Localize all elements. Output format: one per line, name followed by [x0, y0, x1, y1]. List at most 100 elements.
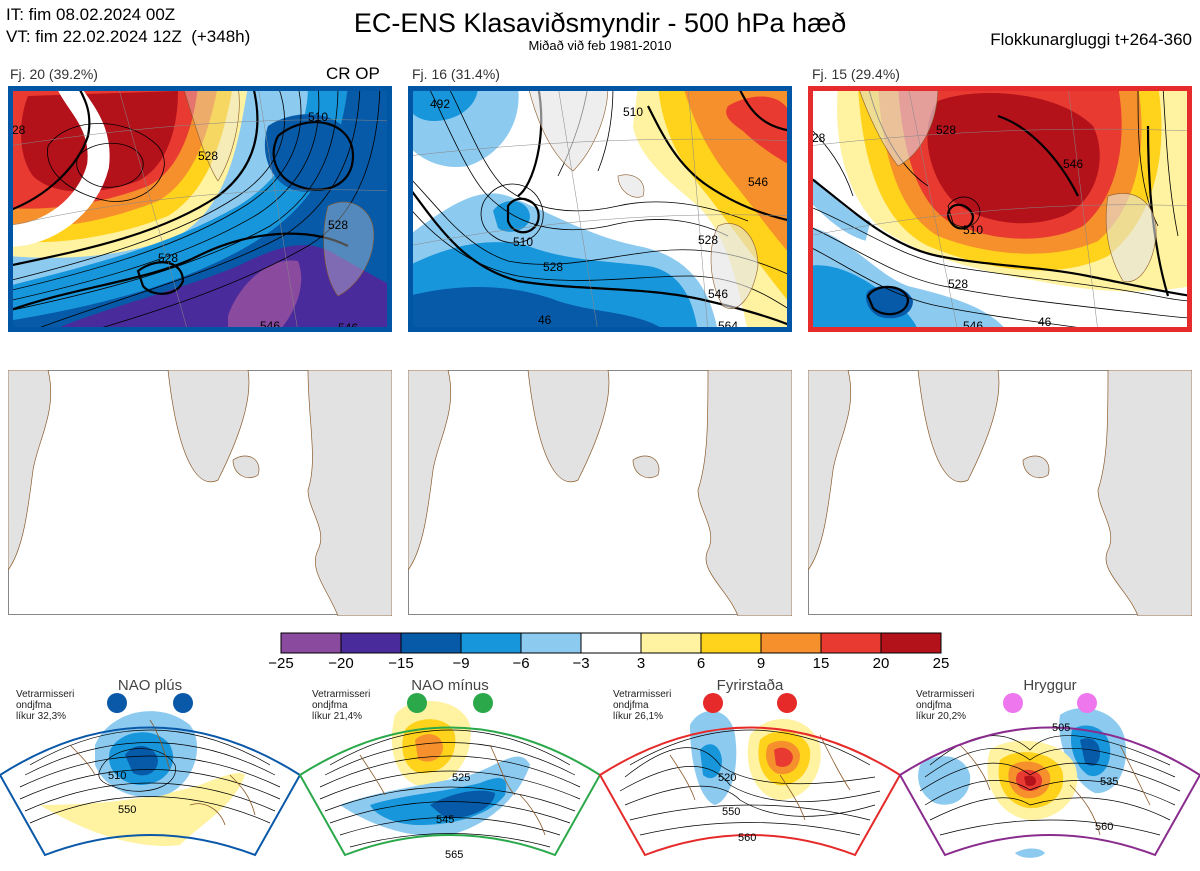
cluster-3-map: 528 546 510 528 546 46 28 [808, 86, 1192, 332]
colorbar-tick-label: 6 [696, 655, 706, 672]
cluster-1-label: Fj. 20 (39.2%) [10, 66, 98, 82]
regime-3-dot [777, 693, 797, 713]
colorbar-tick-label: 20 [872, 655, 890, 672]
regime-3-contour-label: 520 [718, 772, 736, 784]
regime-2-dot [473, 693, 493, 713]
cluster-1-contour-label: 528 [328, 218, 348, 232]
colorbar-swatch [880, 632, 942, 654]
cluster-3-contour-label: 46 [1038, 315, 1052, 329]
regime-3-contour-label: 560 [738, 832, 756, 844]
cluster-2-contour-label: 510 [623, 105, 643, 119]
regime-4-contour-label: 505 [1052, 722, 1070, 734]
regime-row: 510 550 525 545 56 [0, 675, 1200, 871]
cluster-1-tag: CR OP [326, 64, 380, 83]
colorbar-tick-label: −6 [512, 655, 530, 672]
regime-2-map: 525 545 565 [298, 693, 602, 861]
page-subtitle: Miðað við feb 1981-2010 [528, 38, 672, 53]
classification-window: Flokkunargluggi t+264-360 [990, 30, 1192, 49]
colorbar-tick-labels: −25 −20 −15 −9 −6 −3 3 6 9 15 20 25 [268, 654, 949, 674]
colorbar-swatch [700, 632, 762, 654]
regime-3-title: Fyrirstaða [716, 677, 784, 694]
cluster-2-contour-label: 510 [513, 235, 533, 249]
empty-map-1 [8, 370, 392, 616]
regime-4-dot [1003, 693, 1023, 713]
cluster-1-contour-label: 546 [338, 321, 358, 332]
colorbar-tick-label: −25 [268, 655, 294, 672]
regime-4-map: 505 535 560 [898, 693, 1200, 858]
colorbar-swatch [820, 632, 882, 654]
regime-maps: 510 550 525 545 56 [0, 693, 1200, 861]
regime-1-dot [173, 693, 193, 713]
cluster-2-contour-label: 46 [538, 313, 552, 327]
colorbar-tick-label: −15 [388, 655, 414, 672]
colorbar-tick-label: −9 [452, 655, 470, 672]
colorbar-swatch [640, 632, 702, 654]
regime-4-contour-label: 560 [1095, 821, 1113, 833]
colorbar-swatch [400, 632, 462, 654]
regime-3-dot [703, 693, 723, 713]
regime-4-note: Vetrarmisseri ondjfma líkur 20,2% [916, 689, 975, 722]
cluster-3-contour-label: 528 [936, 123, 956, 137]
regime-1-contour-label: 510 [108, 770, 126, 782]
colorbar: −25 −20 −15 −9 −6 −3 3 6 9 15 20 25 [268, 632, 949, 674]
cluster-3-contour-label: 510 [963, 223, 983, 237]
initial-time: IT: fim 08.02.2024 00Z [6, 5, 176, 24]
regime-2-contour-label: 565 [445, 849, 463, 861]
colorbar-tick-label: −3 [572, 655, 590, 672]
cluster-3-field: 528 546 510 528 546 46 28 [808, 86, 1192, 332]
cluster-3-contour-label: 28 [812, 131, 826, 145]
page-title: EC-ENS Klasaviðsmyndir - 500 hPa hæð [353, 8, 847, 38]
cluster-2-contour-label: 528 [543, 260, 563, 274]
regime-1-title: NAO plús [117, 677, 183, 694]
colorbar-swatch [580, 632, 642, 654]
cluster-2-map: 492 510 510 528 528 546 46 564 546 [408, 86, 792, 332]
empty-map-2 [408, 370, 792, 616]
regime-4-title: Hryggur [1023, 677, 1077, 694]
cluster-3-contour-label: 528 [948, 277, 968, 291]
empty-map-3-land [808, 370, 1192, 616]
regime-2-title: NAO mínus [411, 677, 489, 694]
colorbar-tick-label: 25 [932, 655, 950, 672]
colorbar-tick-label: 15 [812, 655, 830, 672]
regime-3-note: Vetrarmisseri ondjfma líkur 26,1% [613, 689, 672, 722]
colorbar-tick-label: −20 [328, 655, 354, 672]
cluster-3-contour-label: 546 [1063, 157, 1083, 171]
regime-4-contour-label: 535 [1100, 776, 1118, 788]
colorbar-swatch [760, 632, 822, 654]
colorbar-tick-label: 3 [636, 655, 646, 672]
regime-2-note: Vetrarmisseri ondjfma líkur 21,4% [312, 689, 371, 722]
cluster-2-contour-label: 528 [698, 233, 718, 247]
header-info: IT: fim 08.02.2024 00Z VT: fim 22.02.2024… [6, 4, 250, 48]
regime-2-contour-label: 545 [436, 814, 454, 826]
cluster-2-field: 492 510 510 528 528 546 46 564 546 [408, 86, 792, 332]
colorbar-swatch [460, 632, 522, 654]
colorbar-swatches [280, 632, 942, 654]
empty-map-2-land [408, 370, 792, 616]
cluster-1-contour-label: 528 [198, 149, 218, 163]
cluster-1-contour-label: 528 [158, 251, 178, 265]
regime-1-contour-label: 550 [118, 804, 136, 816]
colorbar-swatch [520, 632, 582, 654]
cluster-1-contour-label: 510 [308, 110, 328, 124]
cluster-1-field: 510 528 528 528 546 546 28 [8, 86, 392, 332]
cluster-2-label: Fj. 16 (31.4%) [412, 66, 500, 82]
cluster-3-label: Fj. 15 (29.4%) [812, 66, 900, 82]
empty-map-1-land [8, 370, 392, 616]
regime-3-map: 520 550 560 [598, 693, 902, 857]
cluster-2-contour-label: 546 [748, 175, 768, 189]
colorbar-tick-label: 9 [756, 655, 766, 672]
empty-map-3 [808, 370, 1192, 616]
regime-2-contour-label: 525 [452, 772, 470, 784]
valid-time: VT: fim 22.02.2024 12Z (+348h) [6, 27, 251, 46]
regime-3-contour-label: 550 [722, 806, 740, 818]
regime-1-dot [107, 693, 127, 713]
cluster-1-contour-label: 28 [12, 123, 26, 137]
regime-2-dot [407, 693, 427, 713]
regime-4-dot [1077, 693, 1097, 713]
colorbar-swatch [340, 632, 402, 654]
cluster-1-map: 510 528 528 528 546 546 28 [8, 86, 392, 332]
colorbar-swatch [280, 632, 342, 654]
cluster-2-contour-label: 546 [708, 287, 728, 301]
regime-1-map: 510 550 [0, 693, 302, 857]
cluster-2-contour-label: 492 [430, 97, 450, 111]
